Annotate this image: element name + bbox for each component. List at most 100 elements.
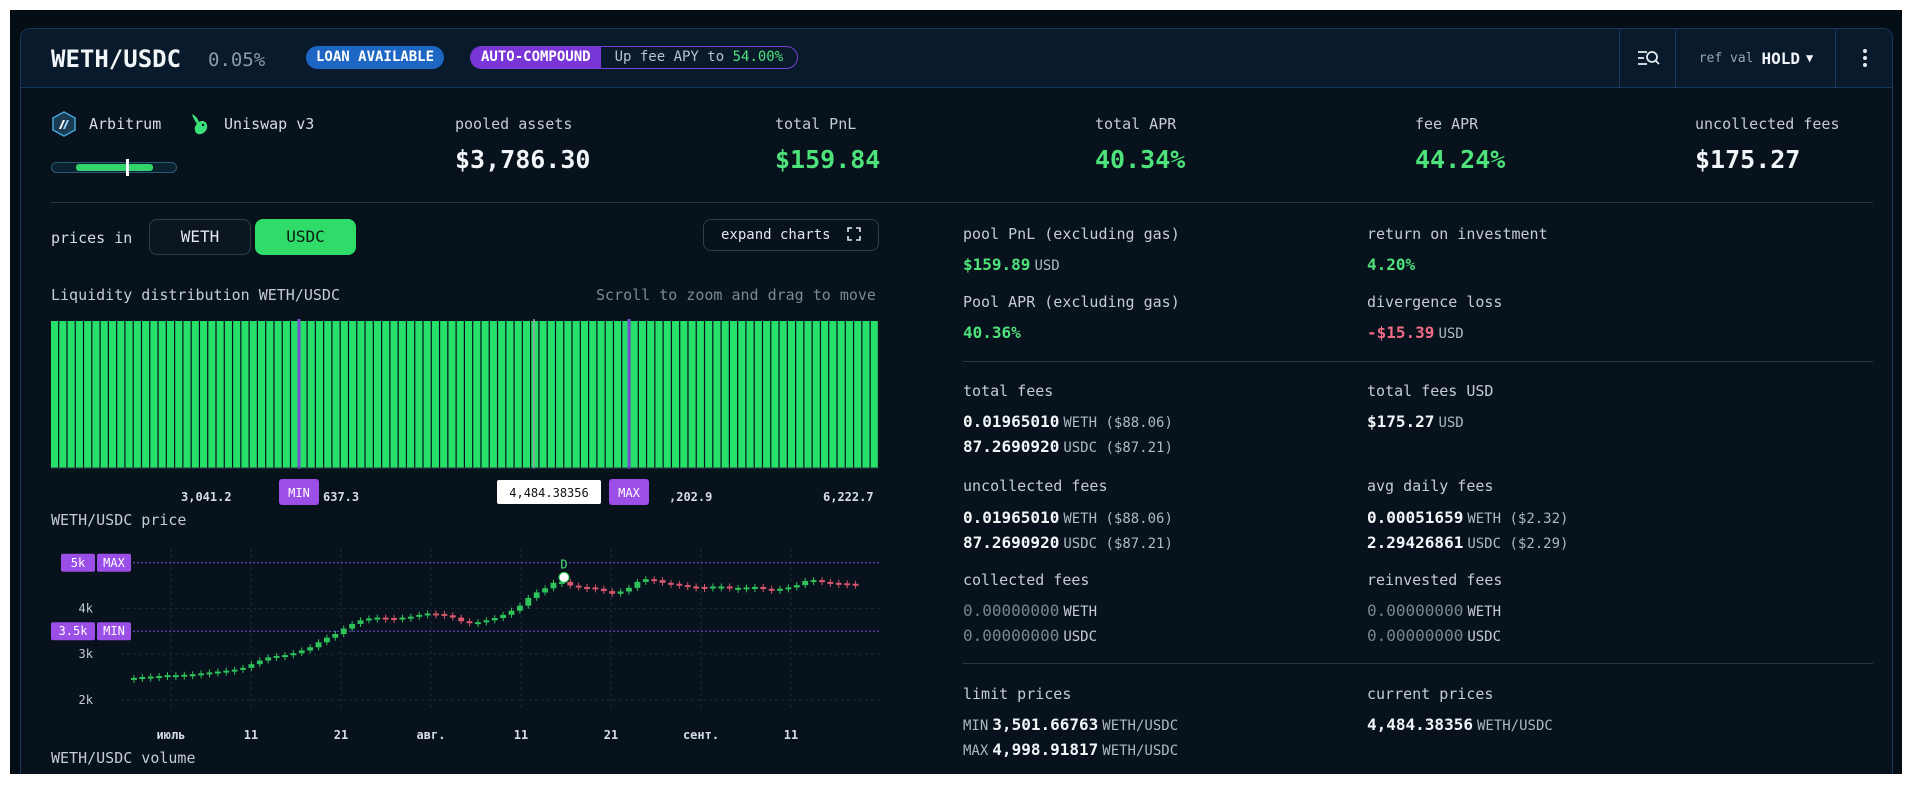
min-handle[interactable]: [279, 479, 319, 505]
current-price-value: 4,484.38356 WETH/USDC: [1367, 715, 1553, 734]
candle: [793, 585, 800, 588]
liquidity-bar: [572, 321, 580, 468]
metric-pooled-assets: pooled assets $3,786.30: [455, 115, 590, 174]
y-tick-label: 3k: [79, 647, 94, 661]
liquidity-bar: [282, 321, 290, 468]
liquidity-bar: [299, 321, 307, 468]
liquidity-bar: [481, 321, 489, 468]
loan-available-badge[interactable]: LOAN AVAILABLE: [306, 46, 445, 69]
collected-fees-label: collected fees: [963, 571, 1090, 589]
liquidity-bar: [431, 321, 439, 468]
chain-uniswap: Uniswap v3: [186, 111, 314, 137]
prices-in-label: prices in: [51, 229, 133, 247]
candle: [466, 621, 473, 624]
candle: [844, 583, 851, 586]
liquidity-bar: [398, 321, 406, 468]
liquidity-bar: [763, 321, 771, 468]
uniswap-unicorn-icon: [192, 114, 208, 135]
liquidity-bar: [183, 321, 191, 468]
liquidity-bar: [407, 321, 415, 468]
total-fees-label: total fees: [963, 382, 1054, 400]
candle: [139, 677, 146, 679]
liquidity-tick: 3,041.2: [181, 490, 232, 504]
liquidity-bar: [448, 321, 456, 468]
liquidity-bar: [688, 321, 696, 468]
candle: [365, 618, 372, 621]
liquidity-bar: [787, 321, 795, 468]
total-fees-usd-value: $175.27 USD: [1367, 412, 1464, 431]
total-fees-usd-label: total fees USD: [1367, 382, 1494, 400]
liquidity-bar: [514, 321, 522, 468]
liquidity-bar: [373, 321, 381, 468]
more-button[interactable]: [1835, 29, 1893, 87]
liquidity-bar: [705, 321, 713, 468]
candle: [676, 583, 683, 586]
metric-uncollected-fees: uncollected fees $175.27: [1695, 115, 1840, 174]
max-price-tag: [61, 553, 95, 572]
candle: [626, 587, 632, 592]
filter-search-button[interactable]: [1619, 29, 1676, 87]
pool-pnl-value: $159.89 USD: [963, 255, 1060, 274]
metric-value: 44.24%: [1415, 145, 1506, 174]
divider: [963, 361, 1873, 362]
candle: [181, 674, 188, 677]
liquidity-bar: [531, 321, 539, 468]
candle: [550, 582, 557, 589]
x-tick-label: 11: [784, 728, 798, 742]
candle: [248, 664, 255, 668]
candle: [164, 675, 171, 678]
liquidity-bar: [307, 321, 315, 468]
current-price-tooltip: [497, 480, 601, 504]
liquidity-bar: [166, 321, 174, 468]
liquidity-bar: [241, 321, 249, 468]
arbitrum-icon: [52, 111, 76, 137]
chain-arbitrum-label: Arbitrum: [89, 115, 162, 133]
max-price-tag-box: [97, 553, 131, 572]
metric-total-pnl: total PnL $159.84: [775, 115, 880, 174]
roi-value: 4.20%: [1367, 255, 1416, 274]
auto-compound-badge[interactable]: AUTO-COMPOUND Up fee APY to 54.00%: [470, 46, 799, 69]
x-tick-label: 21: [604, 728, 618, 742]
metric-value: $159.84: [775, 145, 881, 174]
current-prices-label: current prices: [1367, 685, 1494, 703]
liquidity-bar: [738, 321, 746, 468]
candle: [609, 591, 616, 594]
liquidity-bar: [84, 321, 92, 468]
liquidity-bar: [249, 321, 257, 468]
uncollected-fees-weth: 0.01965010 WETH ($88.06): [963, 508, 1173, 527]
liquidity-bar: [597, 321, 605, 468]
candle: [751, 586, 758, 589]
candle: [718, 586, 725, 589]
liquidity-bar: [812, 321, 820, 468]
price-toggle-usdc[interactable]: USDC: [255, 219, 356, 255]
candle: [349, 623, 356, 629]
liquidity-chart-title: Liquidity distribution WETH/USDC: [51, 286, 340, 304]
liquidity-bar: [837, 321, 845, 468]
expand-charts-button[interactable]: expand charts: [703, 219, 879, 251]
more-vertical-icon: [1862, 49, 1867, 67]
price-candlestick-chart[interactable]: 4k 3k 2k июль 11 21 авг. 11 21 сент. 11 5k MAX 3.5k…: [51, 549, 881, 749]
candle: [214, 671, 221, 674]
candle: [668, 582, 674, 585]
price-toggle-weth[interactable]: WETH: [149, 219, 251, 255]
liquidity-bar: [365, 321, 373, 468]
candle: [475, 622, 481, 625]
ref-val-dropdown[interactable]: ref val HOLD ▼: [1675, 29, 1836, 87]
candle: [256, 660, 263, 665]
candle: [726, 586, 733, 589]
candle: [189, 674, 196, 677]
liquidity-bar: [92, 321, 100, 468]
metric-label: pooled assets: [455, 115, 573, 133]
liquidity-bar: [332, 321, 340, 468]
candle: [500, 614, 507, 619]
liquidity-bar: [556, 321, 564, 468]
candle: [785, 587, 792, 590]
max-handle[interactable]: [609, 479, 649, 505]
liquidity-bar: [117, 321, 125, 468]
liquidity-distribution-chart[interactable]: 3,041.2 637.3 ,202.9 6,222.7 MIN MAX 4,4…: [51, 319, 881, 509]
max-handle-label: MAX: [618, 486, 640, 500]
candle: [172, 675, 179, 678]
liquidity-bar: [564, 321, 572, 468]
candle: [634, 581, 641, 588]
dividend-marker[interactable]: [558, 571, 570, 583]
